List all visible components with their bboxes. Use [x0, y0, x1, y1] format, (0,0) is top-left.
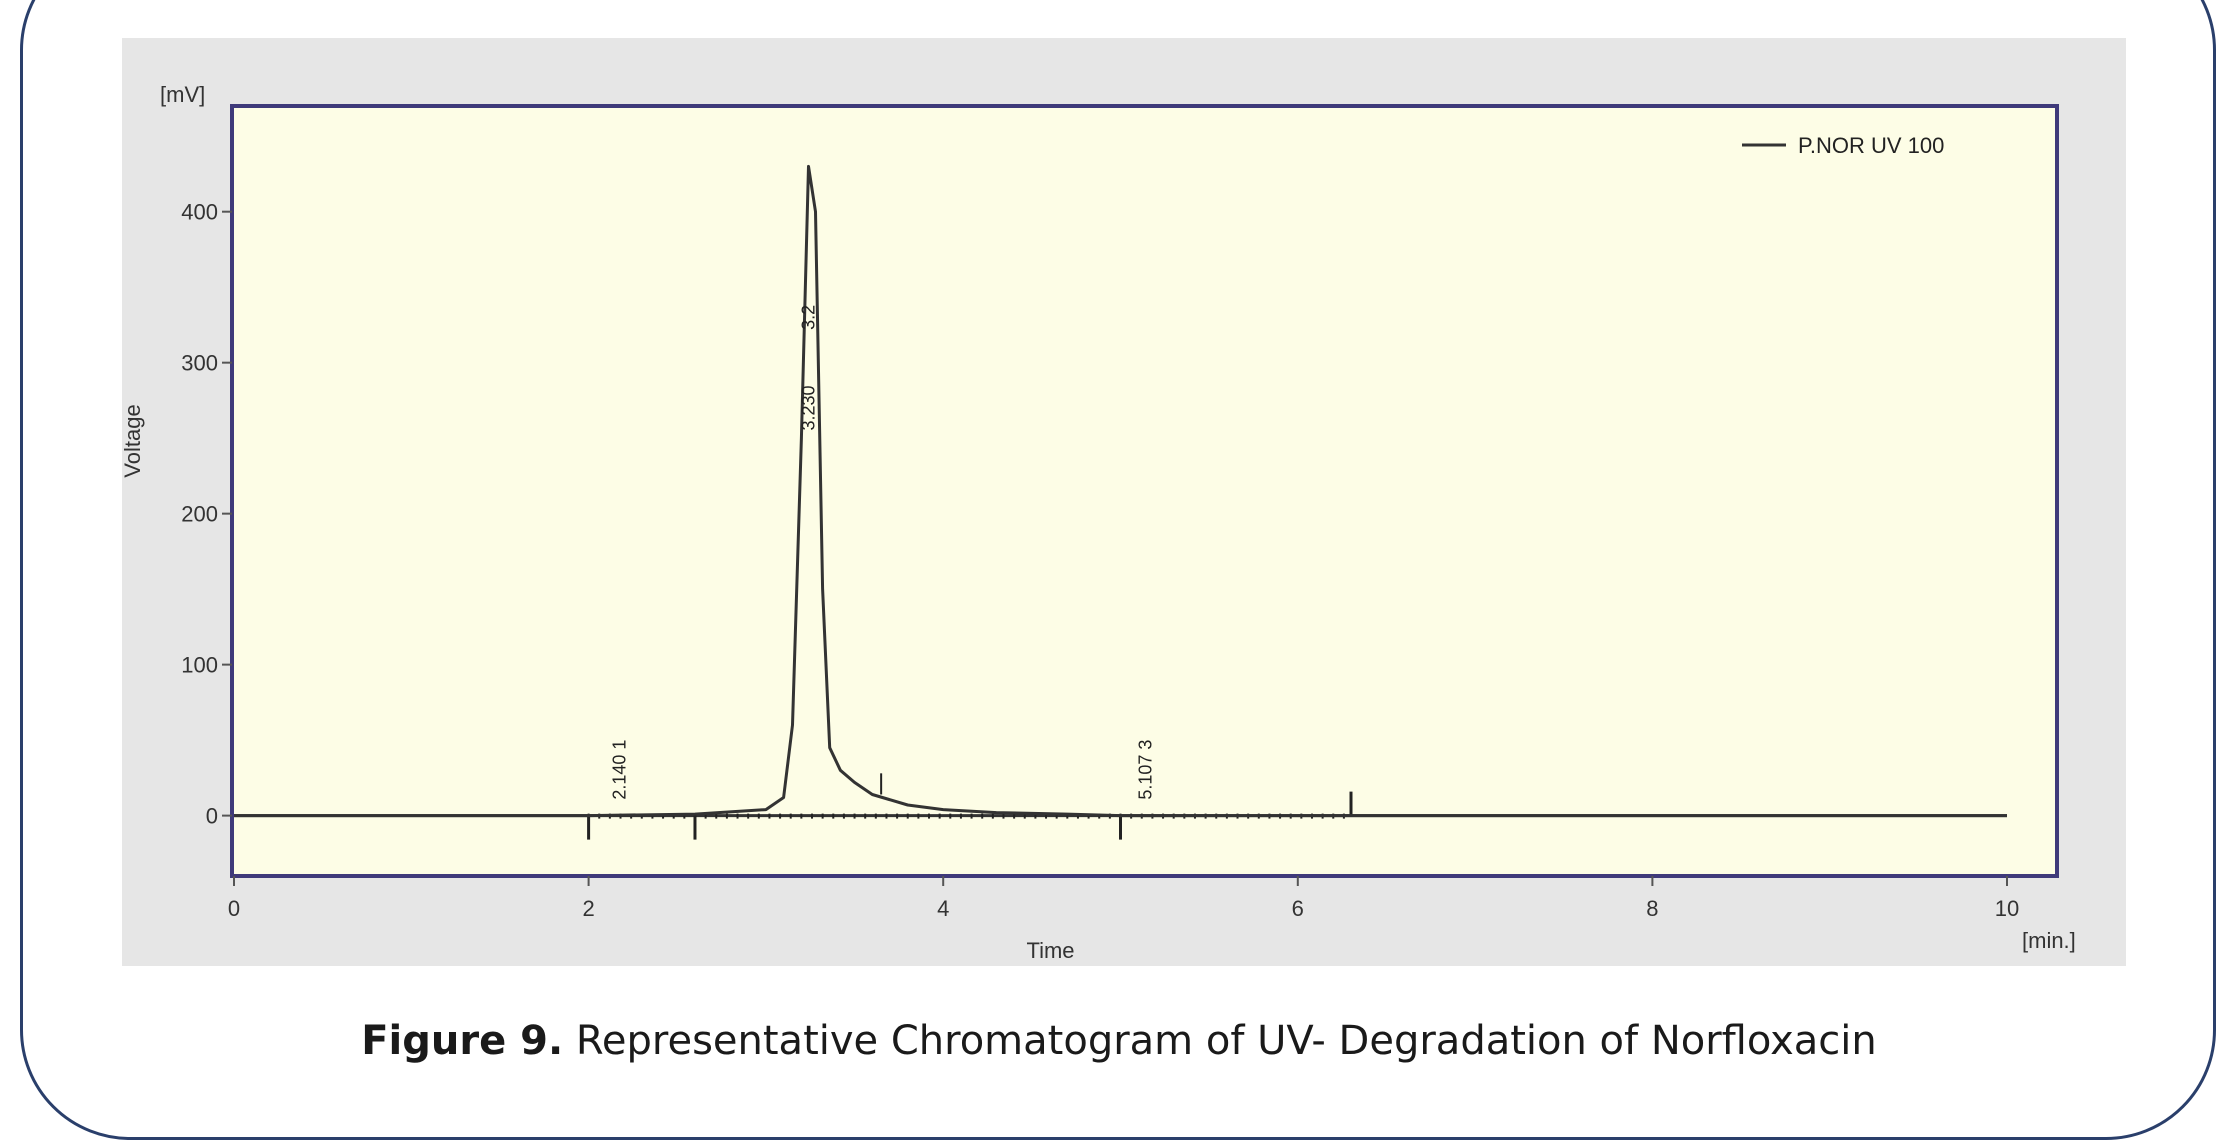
chart-panel: 0 100 200 300 400 0 2 4 6 8 10 [mV] [min.] Time Voltag…: [122, 38, 2126, 966]
figure-caption: Figure 9. Representative Chromatogram of…: [0, 1018, 2238, 1064]
caption-text: Representative Chromatogram of UV- Degra…: [563, 1018, 1877, 1064]
main-peak-label: 3.2: [798, 305, 818, 330]
x-tick-label: 0: [228, 896, 240, 921]
chromatogram-chart: 0 100 200 300 400 0 2 4 6 8 10 [mV] [min.] Time Voltag…: [122, 38, 2126, 966]
x-axis-title: Time: [1026, 938, 1074, 963]
y-tick-label: 300: [181, 351, 218, 376]
x-tick-label: 2: [582, 896, 594, 921]
x-tick-label: 8: [1646, 896, 1658, 921]
y-tick-label: 0: [206, 804, 218, 829]
peak-time-label: 2.140 1: [609, 740, 629, 800]
x-tick-label: 10: [1995, 896, 2019, 921]
y-unit-label: [mV]: [160, 82, 205, 107]
y-tick-label: 200: [181, 502, 218, 527]
peak-time-label: 5.107 3: [1135, 740, 1155, 800]
y-tick-label: 100: [181, 653, 218, 678]
x-tick-label: 6: [1292, 896, 1304, 921]
legend-label: P.NOR UV 100: [1798, 133, 1944, 158]
x-unit-label: [min.]: [2022, 928, 2076, 953]
y-axis-title: Voltage: [122, 404, 145, 477]
y-tick-label: 400: [181, 200, 218, 225]
x-tick-label: 4: [937, 896, 949, 921]
caption-label: Figure 9.: [361, 1018, 563, 1064]
main-peak-label: 3.230: [798, 385, 818, 430]
